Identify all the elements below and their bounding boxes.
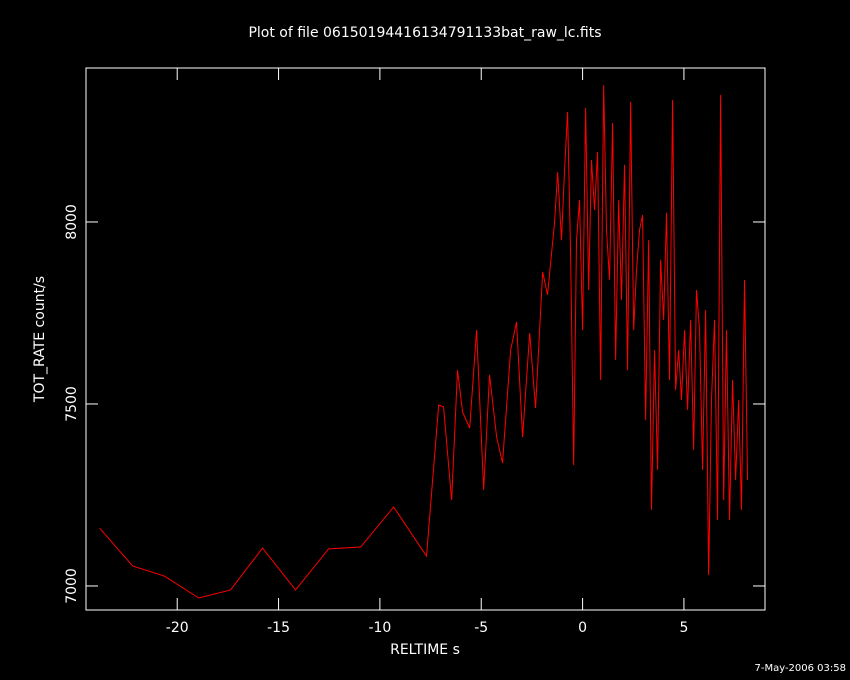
- y-tick-label: 7000: [64, 568, 80, 604]
- x-tick-label: 5: [679, 620, 688, 636]
- x-tick-label: -20: [166, 620, 189, 636]
- light-curve: [99, 85, 749, 599]
- plot-frame: [85, 67, 766, 611]
- x-tick-label: -5: [474, 620, 488, 636]
- y-tick-label: 7500: [64, 386, 80, 422]
- x-tick-label: -15: [267, 620, 290, 636]
- x-tick-label: -10: [368, 620, 391, 636]
- y-axis-label: TOT_RATE count/s: [32, 276, 48, 403]
- chart-title: Plot of file 06150194416134791133bat_raw…: [248, 25, 601, 41]
- timestamp: 7-May-2006 03:58: [754, 663, 846, 674]
- y-tick-label: 8000: [64, 204, 80, 240]
- x-axis-label: RELTIME s: [390, 642, 460, 658]
- x-tick-label: 0: [578, 620, 587, 636]
